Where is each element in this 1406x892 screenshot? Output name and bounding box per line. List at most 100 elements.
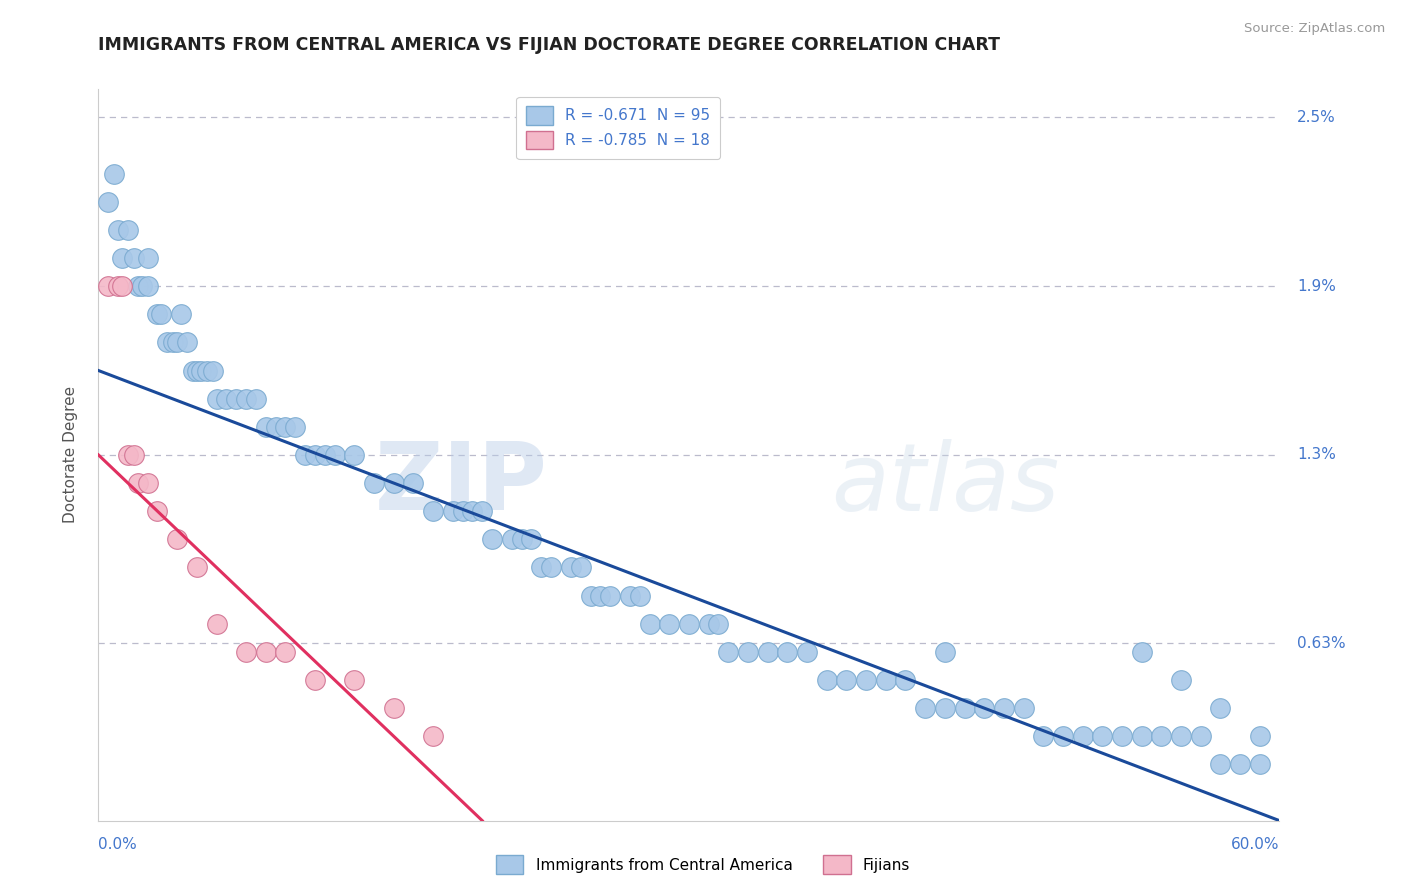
Point — [235, 392, 257, 406]
Point — [501, 533, 523, 547]
Point — [461, 504, 484, 518]
Text: 0.0%: 0.0% — [98, 837, 138, 852]
Point — [225, 392, 247, 406]
Point — [97, 279, 120, 293]
Point — [131, 279, 153, 293]
Point — [628, 589, 651, 603]
Text: ZIP: ZIP — [374, 438, 547, 530]
Point — [1249, 729, 1271, 743]
Point — [166, 533, 188, 547]
Point — [235, 645, 257, 659]
Point — [1071, 729, 1094, 743]
Point — [835, 673, 858, 687]
Point — [195, 363, 218, 377]
Point — [953, 701, 976, 715]
Point — [146, 307, 169, 321]
Point — [107, 223, 129, 237]
Point — [1130, 645, 1153, 659]
Point — [599, 589, 621, 603]
Text: 1.9%: 1.9% — [1298, 278, 1336, 293]
Text: atlas: atlas — [831, 439, 1059, 530]
Point — [264, 419, 287, 434]
Point — [215, 392, 238, 406]
Point — [973, 701, 995, 715]
Point — [186, 560, 208, 574]
Point — [323, 448, 346, 462]
Point — [451, 504, 474, 518]
Point — [776, 645, 799, 659]
Point — [363, 476, 385, 491]
Point — [1130, 729, 1153, 743]
Point — [1111, 729, 1133, 743]
Point — [520, 533, 543, 547]
Point — [481, 533, 503, 547]
Point — [402, 476, 425, 491]
Point — [107, 279, 129, 293]
Point — [737, 645, 759, 659]
Point — [274, 645, 297, 659]
Point — [1249, 757, 1271, 772]
Point — [186, 363, 208, 377]
Point — [697, 616, 720, 631]
Point — [678, 616, 700, 631]
Point — [122, 448, 145, 462]
Point — [422, 729, 444, 743]
Point — [560, 560, 582, 574]
Point — [875, 673, 897, 687]
Legend: Immigrants from Central America, Fijians: Immigrants from Central America, Fijians — [489, 849, 917, 880]
Point — [530, 560, 553, 574]
Point — [343, 673, 366, 687]
Point — [382, 476, 405, 491]
Point — [284, 419, 307, 434]
Point — [1091, 729, 1114, 743]
Point — [1012, 701, 1035, 715]
Point — [343, 448, 366, 462]
Point — [170, 307, 193, 321]
Point — [914, 701, 936, 715]
Point — [190, 363, 212, 377]
Y-axis label: Doctorate Degree: Doctorate Degree — [63, 386, 77, 524]
Text: 60.0%: 60.0% — [1232, 837, 1279, 852]
Point — [1209, 701, 1232, 715]
Point — [127, 476, 149, 491]
Point — [1052, 729, 1074, 743]
Point — [579, 589, 602, 603]
Text: 2.5%: 2.5% — [1298, 110, 1336, 125]
Point — [111, 279, 134, 293]
Text: IMMIGRANTS FROM CENTRAL AMERICA VS FIJIAN DOCTORATE DEGREE CORRELATION CHART: IMMIGRANTS FROM CENTRAL AMERICA VS FIJIA… — [98, 36, 1001, 54]
Point — [422, 504, 444, 518]
Point — [638, 616, 661, 631]
Point — [815, 673, 838, 687]
Point — [274, 419, 297, 434]
Point — [894, 673, 917, 687]
Point — [304, 448, 326, 462]
Point — [1189, 729, 1212, 743]
Point — [934, 645, 956, 659]
Point — [162, 335, 184, 350]
Point — [314, 448, 336, 462]
Point — [146, 504, 169, 518]
Legend: R = -0.671  N = 95, R = -0.785  N = 18: R = -0.671 N = 95, R = -0.785 N = 18 — [516, 97, 720, 159]
Point — [1229, 757, 1251, 772]
Point — [717, 645, 740, 659]
Point — [122, 251, 145, 265]
Point — [181, 363, 204, 377]
Point — [136, 279, 159, 293]
Point — [658, 616, 681, 631]
Point — [150, 307, 173, 321]
Point — [117, 448, 139, 462]
Point — [510, 533, 533, 547]
Point — [934, 701, 956, 715]
Point — [569, 560, 592, 574]
Point — [1209, 757, 1232, 772]
Point — [589, 589, 612, 603]
Point — [205, 392, 228, 406]
Point — [127, 279, 149, 293]
Point — [619, 589, 641, 603]
Point — [97, 194, 120, 209]
Point — [166, 335, 188, 350]
Point — [304, 673, 326, 687]
Point — [156, 335, 179, 350]
Point — [993, 701, 1015, 715]
Text: 1.3%: 1.3% — [1298, 448, 1336, 462]
